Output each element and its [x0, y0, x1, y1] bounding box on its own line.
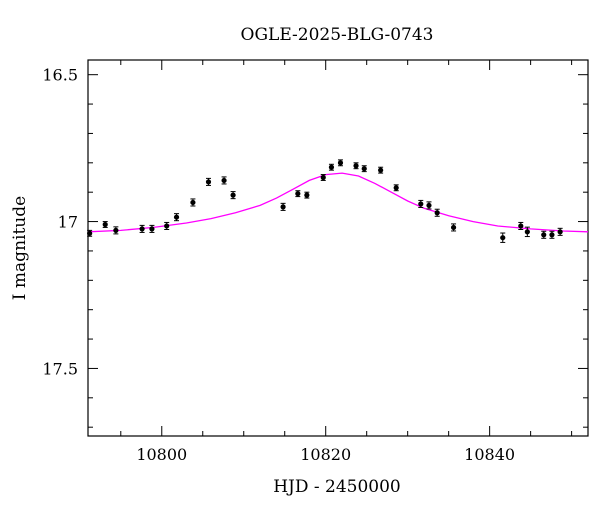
- model-curve: [87, 172, 589, 233]
- data-point: [149, 226, 155, 232]
- data-point: [337, 160, 344, 166]
- data-point: [353, 163, 359, 169]
- data-point: [378, 167, 384, 173]
- data-point: [541, 232, 547, 238]
- data-point: [113, 227, 119, 233]
- data-point: [328, 164, 335, 170]
- data-point: [164, 223, 170, 229]
- data-point: [434, 210, 440, 216]
- plot-frame: [87, 59, 589, 437]
- data-point: [304, 192, 310, 198]
- chart-title: OGLE-2025-BLG-0743: [241, 25, 434, 45]
- data-point: [418, 201, 424, 207]
- data-points: [87, 159, 563, 243]
- data-point: [190, 199, 196, 206]
- data-point: [500, 235, 506, 241]
- model-curve-line: [87, 172, 589, 233]
- x-tick-label: 10820: [300, 445, 351, 464]
- x-tick-label: 10840: [464, 445, 515, 464]
- y-tick-label: 17: [58, 213, 78, 232]
- x-tick-label: 10800: [136, 445, 187, 464]
- data-point: [205, 179, 212, 185]
- data-point: [87, 230, 93, 236]
- data-point: [173, 214, 180, 220]
- data-point: [230, 192, 236, 198]
- y-axis-label: I magnitude: [10, 196, 30, 300]
- data-point: [361, 166, 367, 172]
- y-tick-label: 17.5: [42, 359, 78, 378]
- data-point: [557, 229, 563, 235]
- data-point: [426, 202, 432, 209]
- data-point: [524, 229, 530, 235]
- data-point: [139, 226, 145, 232]
- axis-ticks: 10800 10820 10840 16.5 17 17.5: [42, 60, 588, 464]
- x-axis-label: HJD - 2450000: [273, 477, 401, 497]
- data-point: [102, 221, 108, 228]
- data-point: [450, 224, 457, 231]
- data-point: [393, 185, 399, 191]
- data-point: [221, 177, 227, 184]
- data-point: [280, 204, 286, 210]
- data-point: [295, 191, 301, 197]
- data-point: [320, 174, 326, 181]
- y-tick-label: 16.5: [42, 66, 78, 85]
- data-point: [549, 232, 555, 238]
- data-point: [518, 223, 524, 229]
